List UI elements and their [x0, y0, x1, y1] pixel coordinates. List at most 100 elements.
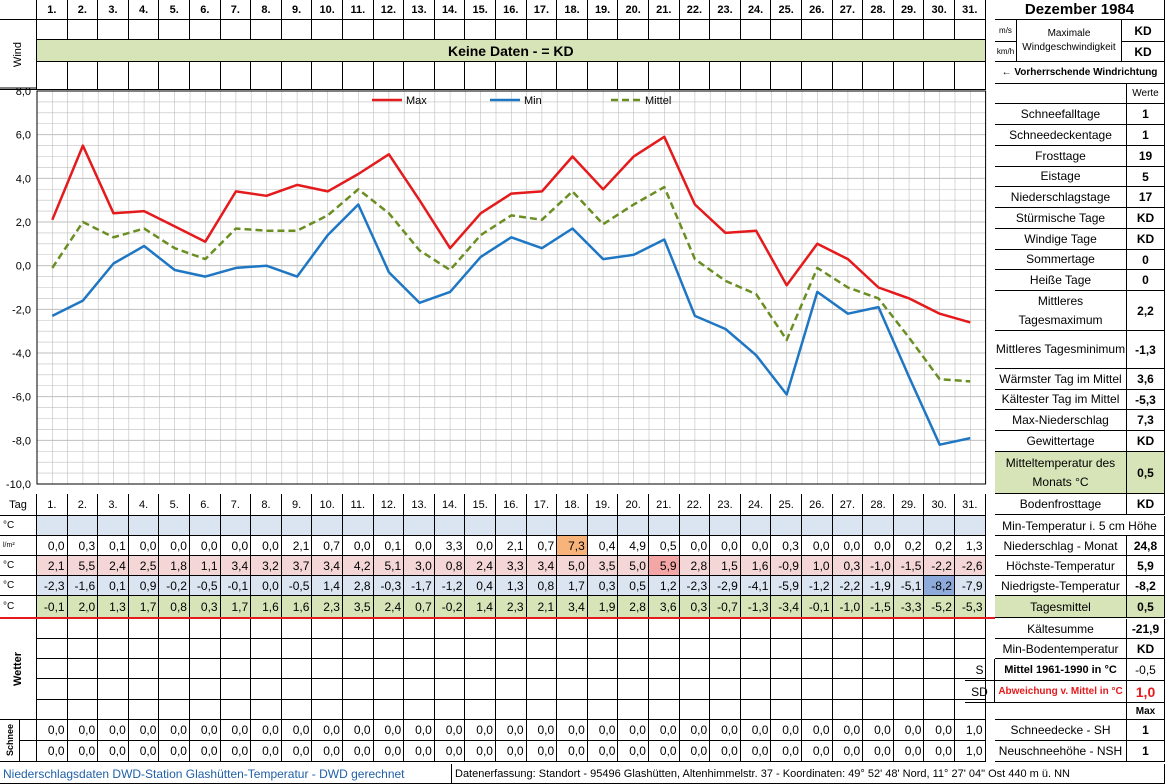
weather-cell: [710, 700, 741, 720]
row-value: -1,3: [740, 596, 772, 618]
wind-dir-cell: [98, 62, 129, 90]
series-line-mittel: [51, 185, 971, 383]
day-header: 11.: [343, 0, 374, 20]
row-value: 2,4: [465, 556, 496, 576]
row-value: [312, 516, 343, 536]
legend-label-mittel: Mittel: [645, 95, 671, 107]
weather-cell: [37, 700, 68, 720]
stat-label: Gewittertage: [995, 431, 1127, 452]
row-value: 1,3: [955, 536, 986, 556]
weather-cell: [404, 659, 435, 679]
day-header: 3.: [98, 0, 129, 20]
weather-cell: [37, 679, 68, 700]
row-value: -5,3: [955, 596, 986, 618]
stat-label: Heiße Tage: [995, 270, 1127, 291]
row-value: -0,1: [802, 596, 833, 618]
row-value: 5,0: [557, 556, 588, 576]
wind-dir-cell: [67, 62, 99, 90]
weather-cell: [281, 619, 313, 639]
footer-source: Niederschlagsdaten DWD-Station Glashütte…: [0, 764, 452, 784]
day-header-bottom: 29.: [893, 494, 925, 516]
row-value: 0,8: [526, 576, 558, 596]
snow-value: 0,0: [924, 720, 955, 741]
stat-label: Stürmische Tage: [995, 208, 1127, 229]
day-header-bottom: 3.: [98, 494, 129, 516]
weather-cell: [220, 639, 252, 659]
snow-label: Schneedecke - SH: [995, 720, 1127, 741]
weather-cell: [587, 639, 619, 659]
y-tick-label: 0,0: [16, 261, 31, 273]
weather-cell: [404, 639, 435, 659]
row-value: 2,1: [496, 536, 527, 556]
day-header-bottom: 21.: [649, 494, 680, 516]
stat-label: Sommertage: [995, 250, 1127, 270]
row-value: [740, 516, 772, 536]
weather-cell: [496, 619, 527, 639]
row-value: 0,1: [373, 536, 405, 556]
snow-value: 1,0: [955, 741, 986, 762]
row-value: 0,0: [404, 536, 435, 556]
wind-dir-cell: [37, 62, 68, 90]
row-value: 0,5: [649, 536, 680, 556]
stat-label-bottom: Min-Bodentemperatur: [995, 639, 1127, 659]
weather-cell: [281, 659, 313, 679]
weather-cell: [740, 679, 772, 700]
day-header: 20.: [618, 0, 649, 20]
stat-value: 0: [1127, 250, 1165, 270]
weather-cell: [771, 639, 802, 659]
row-value: [343, 516, 374, 536]
weather-cell: [373, 659, 405, 679]
weather-cell: [434, 619, 466, 639]
stat-label: Max-Niederschlag: [995, 410, 1127, 431]
row-value: 2,1: [281, 536, 313, 556]
row-value: 3,4: [220, 556, 252, 576]
day-header: 16.: [496, 0, 527, 20]
stat-value: 7,3: [1127, 410, 1165, 431]
stat-label: Niederschlagstage: [995, 187, 1127, 208]
day-header-bottom: 30.: [924, 494, 955, 516]
row-value: 5,9: [649, 556, 680, 576]
wind-dir-cell: [893, 62, 925, 90]
snow-value: 0,0: [312, 720, 343, 741]
weather-cell: [863, 619, 894, 639]
row-value: 1,9: [587, 596, 619, 618]
weather-cell: [67, 679, 99, 700]
snow-value: 0,0: [220, 720, 252, 741]
weather-cell: [496, 659, 527, 679]
snow-value: 0,0: [220, 741, 252, 762]
row-value: -1,0: [863, 556, 894, 576]
row-unit: °C: [0, 516, 37, 536]
day-header-bottom: 27.: [832, 494, 864, 516]
weather-cell: [159, 619, 190, 639]
day-header-bottom: 4.: [128, 494, 160, 516]
row-value: 3,3: [496, 556, 527, 576]
row-value: -0,1: [220, 576, 252, 596]
weather-cell: [37, 639, 68, 659]
weather-cell: [679, 679, 711, 700]
row-label: Tagesmittel: [995, 596, 1127, 618]
wind-ms-cell: [343, 20, 374, 40]
snow-value: 0,0: [67, 741, 99, 762]
weather-cell: [557, 700, 588, 720]
weather-cell: [128, 639, 160, 659]
snow-value: 0,0: [190, 741, 221, 762]
max-wind-label: Maximale Windgeschwindigkeit: [1017, 20, 1122, 62]
stat-value-bottom: -21,9: [1127, 619, 1165, 639]
series-line-max: [51, 135, 971, 324]
row-value: 0,7: [312, 536, 343, 556]
weather-cell: [557, 639, 588, 659]
stat-tag: S: [965, 659, 995, 681]
weather-cell: [434, 700, 466, 720]
row-value: 0,0: [832, 536, 864, 556]
stat-value-bottom: KD: [1127, 639, 1165, 659]
weather-cell: [67, 659, 99, 679]
wind-ms-cell: [128, 20, 160, 40]
max-spacer: [995, 703, 1127, 720]
weather-cell: [924, 659, 955, 679]
wind-dir-cell: [649, 62, 680, 90]
y-tick-label: -2,0: [12, 304, 31, 316]
weather-cell: [312, 700, 343, 720]
day-header-bottom: 6.: [190, 494, 221, 516]
snow-value: 0,0: [587, 741, 619, 762]
row-value: -1,2: [802, 576, 833, 596]
